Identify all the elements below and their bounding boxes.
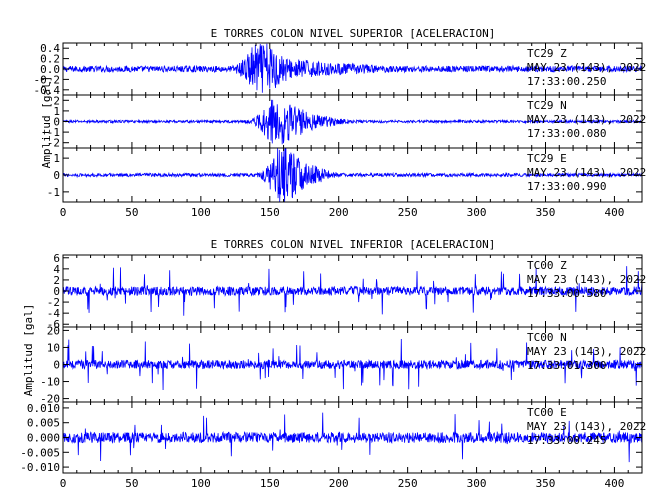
date-label: MAY 23 (143), 2022: [527, 113, 646, 126]
y-tick-label: 0: [53, 285, 60, 298]
x-tick-label: 100: [191, 477, 211, 490]
y-tick-label: -0.2: [34, 73, 61, 86]
x-tick-label: 200: [329, 477, 349, 490]
waveform-tc00-e: [62, 412, 643, 463]
top-chart-title: E TORRES COLON NIVEL SUPERIOR [ACELERACI…: [211, 27, 496, 40]
date-label: MAY 23 (143), 2022: [527, 61, 646, 74]
top-y-axis-label: Amplitud [gal]: [40, 76, 53, 169]
y-tick-label: 0.0: [40, 63, 60, 76]
station-label: TC29 Z: [527, 47, 567, 60]
y-tick-label: 1: [53, 105, 60, 118]
station-label: TC29 E: [527, 152, 567, 165]
y-tick-label: 20: [47, 324, 60, 337]
waveform-tc00-z: [62, 266, 643, 316]
y-tick-label: -2: [47, 137, 60, 150]
y-tick-label: 2: [53, 94, 60, 107]
time-label: 17:33:00.245: [527, 434, 606, 447]
waveform-tc29-e: [62, 147, 643, 203]
y-tick-label: 0.4: [40, 42, 60, 55]
x-tick-label: 0: [60, 477, 67, 490]
date-label: MAY 23 (143), 2022: [527, 273, 646, 286]
station-label: TC00 Z: [527, 259, 567, 272]
x-tick-label: 150: [260, 477, 280, 490]
waveform-tc29-z: [62, 43, 643, 93]
y-tick-label: 0: [53, 359, 60, 372]
time-label: 17:33:00.990: [527, 180, 606, 193]
bottom-chart-title: E TORRES COLON NIVEL INFERIOR [ACELERACI…: [211, 238, 496, 251]
x-tick-label: 300: [467, 477, 487, 490]
bottom-y-axis-label: Amplitud [gal]: [22, 304, 35, 397]
y-tick-label: -0.4: [34, 84, 61, 97]
y-tick-label: -20: [40, 393, 60, 406]
x-tick-label: 50: [125, 206, 138, 219]
y-tick-label: 0: [53, 169, 60, 182]
x-tick-label: 350: [536, 206, 556, 219]
x-tick-label: 350: [536, 477, 556, 490]
time-label: 17:33:01.300: [527, 359, 606, 372]
y-tick-label: -4: [47, 307, 61, 320]
waveform-tc29-n: [62, 99, 643, 145]
y-tick-label: -1: [47, 186, 60, 199]
x-tick-label: 400: [604, 477, 624, 490]
y-tick-label: 1: [53, 152, 60, 165]
y-tick-label: 2: [53, 274, 60, 287]
x-tick-label: 300: [467, 206, 487, 219]
y-tick-label: -0.005: [20, 446, 60, 459]
y-tick-label: 0.2: [40, 53, 60, 66]
y-tick-label: -6: [47, 318, 60, 331]
x-tick-label: 400: [604, 206, 624, 219]
y-tick-label: 0.010: [27, 402, 60, 415]
time-label: 17:33:00.580: [527, 287, 606, 300]
y-tick-label: 0.000: [27, 432, 60, 445]
y-tick-label: 4: [53, 263, 60, 276]
date-label: MAY 23 (143), 2022: [527, 420, 646, 433]
date-label: MAY 23 (143), 2022: [527, 345, 646, 358]
x-tick-label: 250: [398, 477, 418, 490]
station-label: TC29 N: [527, 99, 567, 112]
x-tick-label: 150: [260, 206, 280, 219]
y-tick-label: -1: [47, 126, 60, 139]
station-label: TC00 E: [527, 406, 567, 419]
time-label: 17:33:00.250: [527, 75, 606, 88]
x-tick-label: 200: [329, 206, 349, 219]
y-tick-label: -0.010: [20, 461, 60, 474]
y-tick-label: 6: [53, 252, 60, 265]
x-tick-label: 100: [191, 206, 211, 219]
waveform-tc00-n: [62, 338, 643, 391]
y-tick-label: 10: [47, 341, 60, 354]
time-label: 17:33:00.080: [527, 127, 606, 140]
station-label: TC00 N: [527, 331, 567, 344]
y-tick-label: -2: [47, 296, 60, 309]
y-tick-label: 0.005: [27, 417, 60, 430]
x-tick-label: 250: [398, 206, 418, 219]
y-tick-label: -10: [40, 376, 60, 389]
x-tick-label: 50: [125, 477, 138, 490]
x-tick-label: 0: [60, 206, 67, 219]
y-tick-label: 0: [53, 116, 60, 129]
date-label: MAY 23 (143), 2022: [527, 166, 646, 179]
